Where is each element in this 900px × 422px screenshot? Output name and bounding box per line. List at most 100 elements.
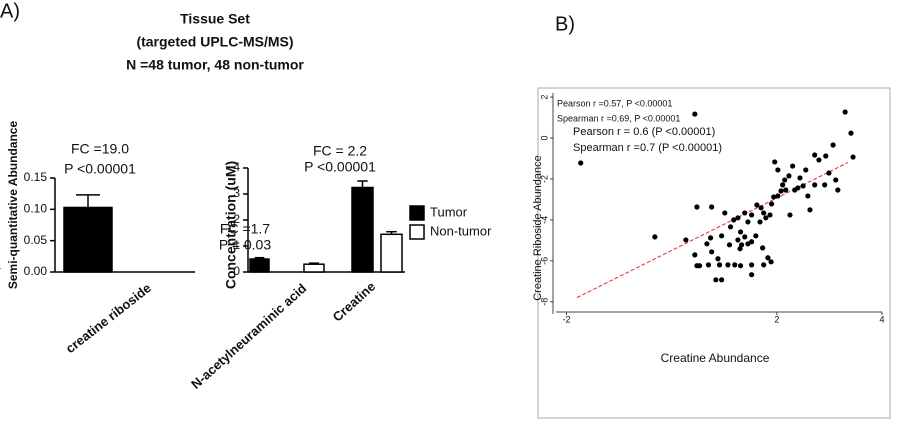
point [816, 157, 822, 163]
legend-label: Tumor [430, 204, 468, 219]
y-axis-label: Semi-quantitative Abundance [6, 121, 20, 290]
point [732, 262, 738, 268]
panel-frame [537, 87, 891, 419]
point [749, 239, 755, 245]
point [683, 237, 689, 243]
point [727, 224, 734, 230]
legend-swatch [409, 224, 425, 240]
point [823, 153, 829, 159]
x-axis-label: Creatine Abundance [661, 351, 770, 365]
point [692, 111, 698, 117]
panel-label: A) [0, 0, 20, 22]
point [652, 234, 658, 240]
y-tick-label: 0 [233, 264, 240, 278]
point [775, 167, 781, 173]
point [772, 159, 778, 165]
point [719, 233, 725, 239]
point [709, 249, 715, 255]
y-tick-label: 2 [539, 95, 549, 100]
annotation: Pearson r = 0.6 (P <0.00001) [573, 126, 715, 138]
point [742, 210, 748, 216]
point [760, 245, 766, 251]
x-tick-label: creatine riboside [63, 280, 154, 356]
y-tick-label: 0.00 [24, 264, 48, 278]
point [763, 215, 769, 221]
annotation: Pearson r =0.57, P <0.00001 [557, 98, 672, 108]
point [735, 215, 741, 221]
point [768, 201, 775, 207]
annotation: P <0.00001 [64, 161, 136, 177]
point [795, 185, 801, 191]
point [737, 246, 743, 252]
point [722, 210, 728, 216]
annotation: P = 0.03 [219, 237, 272, 253]
point [822, 182, 828, 188]
point [709, 204, 715, 210]
x-tick-label: 2 [774, 314, 779, 324]
point [833, 177, 839, 183]
y-tick-label: -8 [539, 298, 549, 306]
point [805, 193, 811, 199]
point [737, 229, 744, 235]
point [768, 259, 774, 265]
y-tick-label: -2 [539, 175, 549, 183]
bar [380, 233, 403, 273]
y-tick-label: -6 [539, 257, 549, 265]
annotation: FC =1.7 [220, 221, 270, 237]
y-tick-label: -4 [539, 216, 549, 224]
point [758, 205, 764, 211]
x-tick-label: Creatine [330, 279, 379, 325]
y-axis-label: Creatine Riboside Abundance [532, 155, 544, 301]
point [787, 212, 793, 218]
point [739, 242, 745, 248]
point [761, 210, 767, 216]
point [786, 173, 792, 179]
point [775, 193, 781, 199]
point [830, 142, 836, 148]
point [767, 212, 773, 218]
point [753, 233, 759, 239]
point [692, 252, 698, 258]
point [761, 262, 767, 268]
title-line: N =48 tumor, 48 non-tumor [126, 57, 304, 73]
point [803, 167, 809, 173]
fit-line [576, 162, 849, 299]
point [807, 207, 813, 213]
legend-swatch [409, 205, 425, 221]
point [850, 154, 856, 160]
point [715, 256, 721, 262]
point [731, 217, 737, 223]
point [826, 170, 832, 176]
title-line: (targeted UPLC-MS/MS) [136, 34, 293, 50]
point [737, 263, 744, 269]
point [771, 194, 777, 200]
point [713, 277, 719, 283]
y-tick-label: 4 [233, 160, 240, 174]
point [749, 272, 755, 278]
annotation: FC = 2.2 [313, 143, 367, 159]
y-axis-label: Concentration (uM) [223, 161, 239, 289]
point [754, 202, 760, 208]
point [765, 255, 771, 261]
point [782, 177, 788, 183]
point [797, 175, 803, 181]
point [745, 219, 751, 225]
title-line: Tissue Set [180, 11, 250, 27]
point [726, 242, 733, 248]
point [705, 262, 712, 268]
point [848, 130, 854, 136]
y-tick-label: 1 [233, 238, 240, 252]
point [716, 262, 723, 268]
point [694, 204, 700, 210]
y-tick-label: 2 [233, 212, 240, 226]
point [800, 183, 806, 189]
point [742, 234, 748, 240]
point [735, 237, 741, 243]
point [749, 212, 755, 218]
point [719, 277, 725, 283]
legend-label: Non-tumor [430, 223, 492, 238]
point [749, 262, 755, 268]
y-tick-label: 3 [233, 186, 240, 200]
x-tick-label: N-acetylneuraminic acid [188, 281, 309, 392]
